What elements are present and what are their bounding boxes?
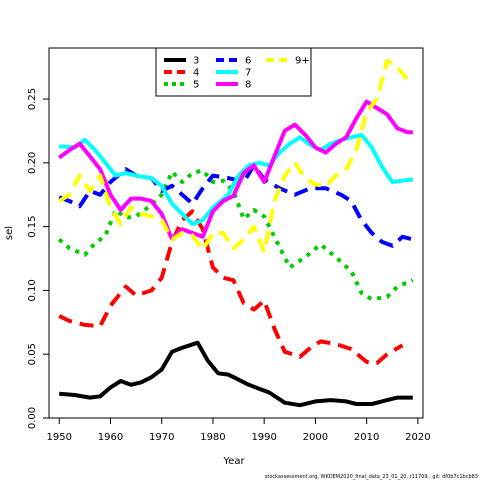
legend-label: 8 <box>245 80 251 91</box>
x-tick-label: 1970 <box>149 432 174 443</box>
x-tick-label: 1990 <box>251 432 276 443</box>
legend-label: 5 <box>193 80 199 91</box>
y-tick-label: 0.25 <box>27 88 38 110</box>
legend: 345 678 9+ <box>155 47 312 97</box>
y-tick-label: 0.20 <box>27 152 38 174</box>
series-group <box>57 58 414 408</box>
y-axis: 0.00 0.05 0.10 0.15 0.20 0.25 <box>27 88 50 429</box>
legend-label: 3 <box>193 56 199 67</box>
y-tick-label: 0.00 <box>27 407 38 429</box>
y-tick-label: 0.15 <box>27 215 38 237</box>
series-line-8 <box>58 99 413 242</box>
x-tick-label: 2010 <box>354 432 379 443</box>
x-tick-label: 1960 <box>98 432 123 443</box>
footer-text: stockassessment.org, WKDEM2020_final_dat… <box>265 474 478 480</box>
series-line-4 <box>58 209 404 366</box>
x-axis: 1950 1960 1970 1980 1990 2000 2010 2020 <box>47 417 431 443</box>
y-axis-title: sel <box>4 226 15 240</box>
series-line-6 <box>58 163 414 248</box>
legend-label: 6 <box>245 56 251 67</box>
legend-label: 7 <box>245 68 251 79</box>
series-line-9plus <box>58 58 413 255</box>
x-axis-title: Year <box>222 456 245 467</box>
legend-label: 4 <box>193 68 199 79</box>
series-line-3 <box>59 340 413 408</box>
x-tick-label: 1950 <box>47 432 72 443</box>
y-tick-label: 0.05 <box>27 343 38 365</box>
y-tick-label: 0.10 <box>27 279 38 301</box>
x-tick-label: 2000 <box>303 432 328 443</box>
x-tick-label: 2020 <box>405 432 430 443</box>
legend-label: 9+ <box>295 56 310 67</box>
x-tick-label: 1980 <box>200 432 225 443</box>
series-line-7 <box>59 132 414 227</box>
series-line-5 <box>57 168 414 302</box>
